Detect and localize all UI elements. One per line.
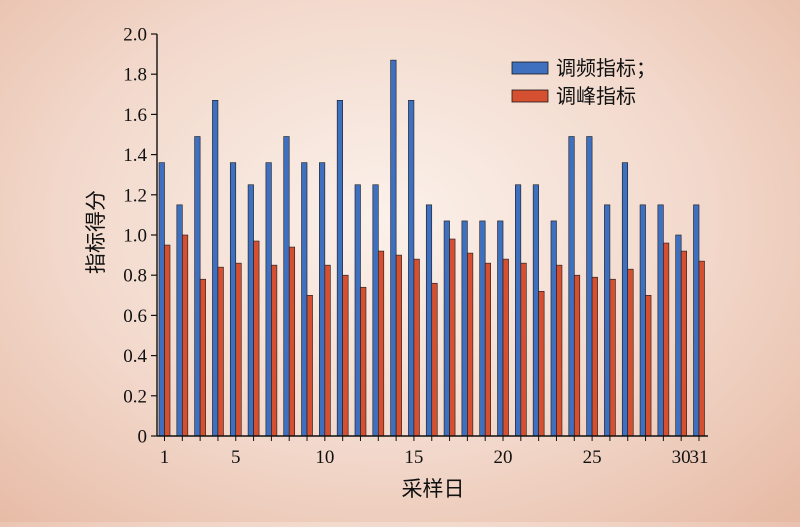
x-tick-label: 10: [315, 447, 334, 468]
bars-layer: [158, 59, 705, 437]
y-axis-title: 指标得分: [84, 190, 108, 274]
bar-series-1-day-3: [194, 136, 201, 437]
bar-series-1-day-16: [425, 204, 433, 437]
bar-series-2-day-6: [253, 240, 260, 437]
legend-swatch-freq: [511, 61, 549, 75]
bar-series-1-day-7: [265, 162, 272, 437]
bar-series-2-day-24: [573, 274, 581, 437]
legend: 调频指标； 调峰指标: [511, 57, 656, 108]
bar-series-1-day-9: [301, 162, 308, 437]
bar-series-1-day-5: [229, 162, 237, 437]
bar-series-2-day-10: [324, 264, 331, 437]
bar-series-2-day-18: [467, 252, 474, 437]
y-tick-label: 0.2: [123, 386, 147, 407]
bar-series-2-day-12: [360, 286, 367, 437]
x-tick-label: 30: [672, 447, 691, 468]
y-tick-label: 0.6: [123, 306, 147, 327]
legend-swatch-peak: [511, 89, 549, 103]
legend-label-freq: 调频指标；: [556, 57, 656, 80]
bar-series-2-day-4: [217, 266, 224, 437]
bar-series-1-day-14: [390, 59, 397, 437]
bar-series-1-day-19: [479, 220, 486, 437]
bar-series-1-day-29: [657, 204, 664, 437]
bar-series-2-day-26: [609, 278, 616, 437]
x-tick-label: 15: [404, 447, 423, 468]
bar-series-1-day-23: [550, 220, 557, 437]
bar-series-2-day-15: [413, 258, 420, 437]
y-tick-label: 0.8: [123, 266, 147, 287]
x-tick-label: 20: [494, 447, 513, 468]
bar-series-1-day-17: [443, 220, 450, 437]
bar-series-2-day-1: [164, 244, 171, 437]
y-tick-label: 1.2: [123, 185, 147, 206]
bar-series-2-day-3: [199, 278, 206, 437]
bar-series-1-day-22: [532, 184, 539, 437]
y-ticks: 0 0.2 0.4 0.6 0.8 1.0 1.2 1.4 1.6 1.8 2.0: [123, 25, 157, 448]
bar-series-1-day-18: [461, 220, 468, 437]
y-tick-label: 1.8: [123, 65, 147, 86]
y-tick-label: 2.0: [123, 25, 147, 46]
bar-series-2-day-30: [680, 250, 687, 437]
bar-series-1-day-30: [675, 234, 682, 437]
bar-series-1-day-4: [212, 100, 219, 437]
y-tick-label: 0: [138, 427, 148, 448]
bar-series-2-day-8: [288, 246, 296, 437]
bar-series-1-day-15: [408, 100, 415, 437]
bar-series-2-day-29: [663, 242, 670, 437]
bar-series-1-day-21: [515, 184, 522, 437]
bar-series-2-day-11: [342, 274, 349, 437]
bar-series-1-day-24: [568, 136, 575, 437]
bar-series-2-day-13: [377, 250, 385, 437]
bar-series-2-day-9: [306, 294, 313, 437]
bar-series-2-day-16: [431, 282, 438, 437]
bar-series-2-day-2: [182, 234, 189, 437]
bar-series-1-day-12: [354, 184, 361, 437]
x-tick-label: 25: [583, 447, 602, 468]
bar-series-2-day-7: [271, 264, 278, 437]
bar-series-1-day-28: [639, 204, 646, 437]
bar-series-2-day-19: [484, 262, 492, 437]
bar-series-1-day-10: [319, 162, 326, 437]
bar-series-2-day-23: [556, 264, 563, 437]
x-tick-label: 31: [690, 447, 709, 468]
y-tick-label: 0.4: [123, 346, 147, 367]
bar-series-1-day-13: [372, 184, 379, 437]
bar-series-1-day-26: [604, 204, 611, 437]
bar-series-2-day-22: [538, 290, 545, 437]
y-tick-label: 1.6: [123, 105, 147, 126]
bar-series-1-day-31: [693, 204, 700, 437]
bar-series-1-day-6: [247, 184, 254, 437]
legend-label-peak: 调峰指标: [556, 85, 636, 108]
bar-series-2-day-27: [627, 268, 634, 437]
bar-series-2-day-14: [395, 254, 402, 437]
bar-series-2-day-28: [645, 294, 652, 437]
bar-series-2-day-25: [591, 276, 598, 437]
bar-series-2-day-31: [698, 260, 705, 437]
bar-series-2-day-20: [502, 258, 509, 437]
bar-series-1-day-11: [336, 100, 343, 437]
bar-series-1-day-20: [497, 220, 504, 437]
y-tick-label: 1.0: [123, 226, 147, 247]
bar-series-2-day-5: [235, 262, 242, 437]
bar-series-1-day-1: [158, 162, 165, 437]
y-tick-label: 1.4: [123, 145, 147, 166]
bar-series-2-day-21: [520, 262, 527, 437]
bar-series-1-day-2: [176, 204, 183, 437]
x-axis-title: 采样日: [402, 477, 465, 501]
bar-series-1-day-27: [621, 162, 629, 437]
bar-series-1-day-25: [586, 136, 593, 437]
bar-series-2-day-17: [449, 238, 456, 437]
x-tick-label: 1: [160, 447, 170, 468]
x-tick-label: 5: [231, 447, 241, 468]
bar-series-1-day-8: [283, 136, 290, 437]
